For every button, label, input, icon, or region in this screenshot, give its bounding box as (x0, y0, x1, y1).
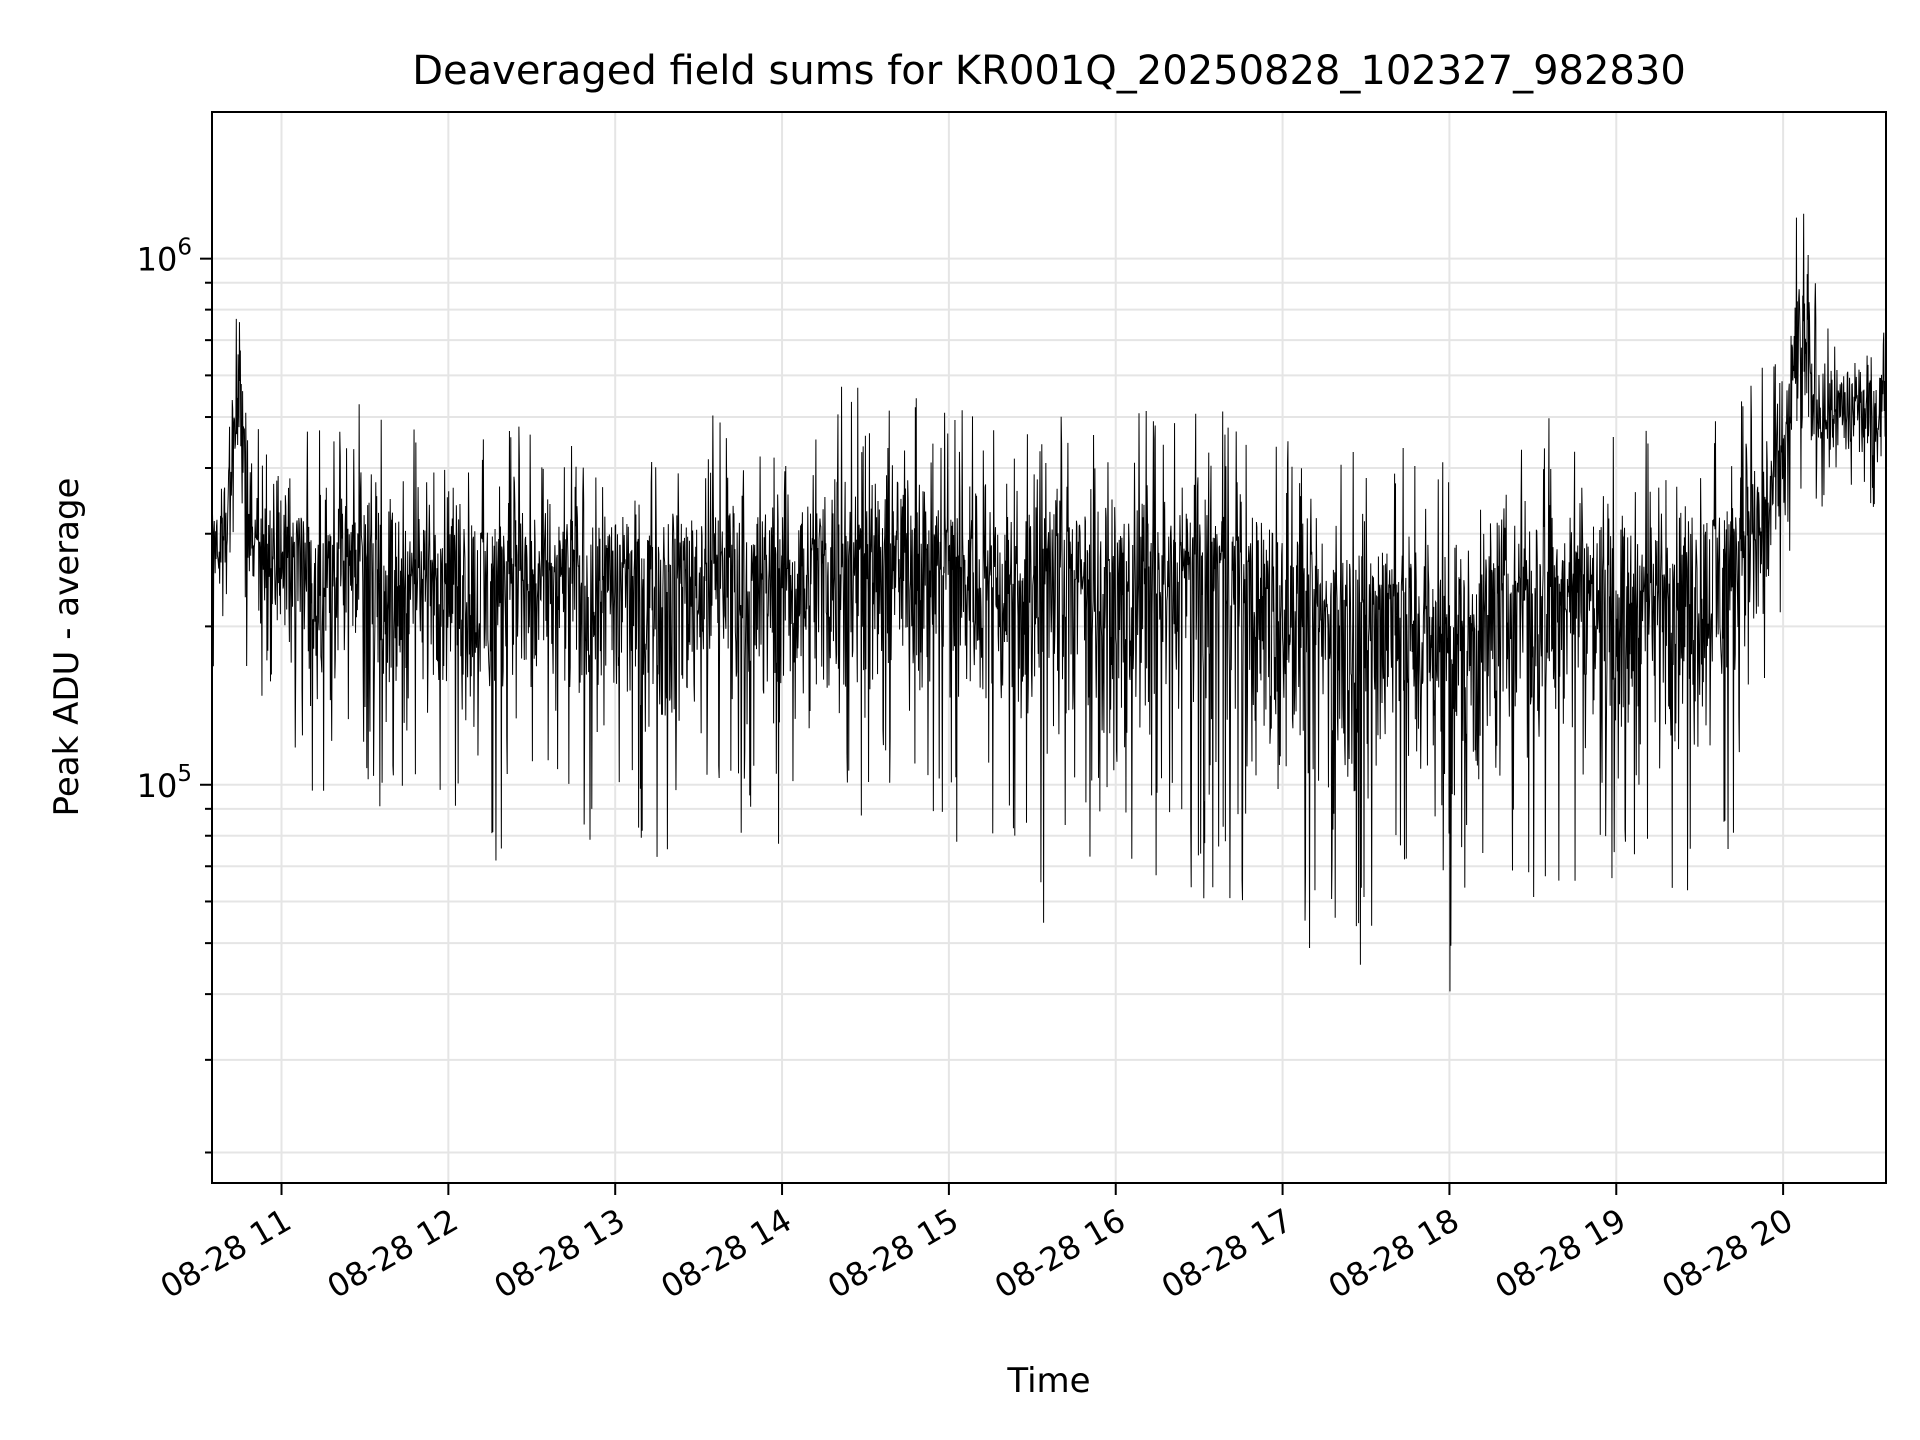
y-tick-label-exponent: 5 (177, 761, 192, 787)
series-layer (211, 213, 1887, 992)
y-tick-label-base: 10 (137, 241, 178, 279)
x-axis-label: Time (1006, 1361, 1090, 1401)
y-axis-label: Peak ADU - average (47, 478, 87, 817)
y-tick-label-exponent: 6 (177, 235, 192, 261)
y-tick-label: 105 (137, 761, 192, 805)
plot-frame (211, 111, 1887, 1184)
y-tick-label-base: 10 (137, 767, 178, 805)
y-tick-label: 106 (137, 235, 192, 279)
chart-title: Deaveraged field sums for KR001Q_2025082… (412, 48, 1686, 94)
series-line (211, 213, 1887, 992)
